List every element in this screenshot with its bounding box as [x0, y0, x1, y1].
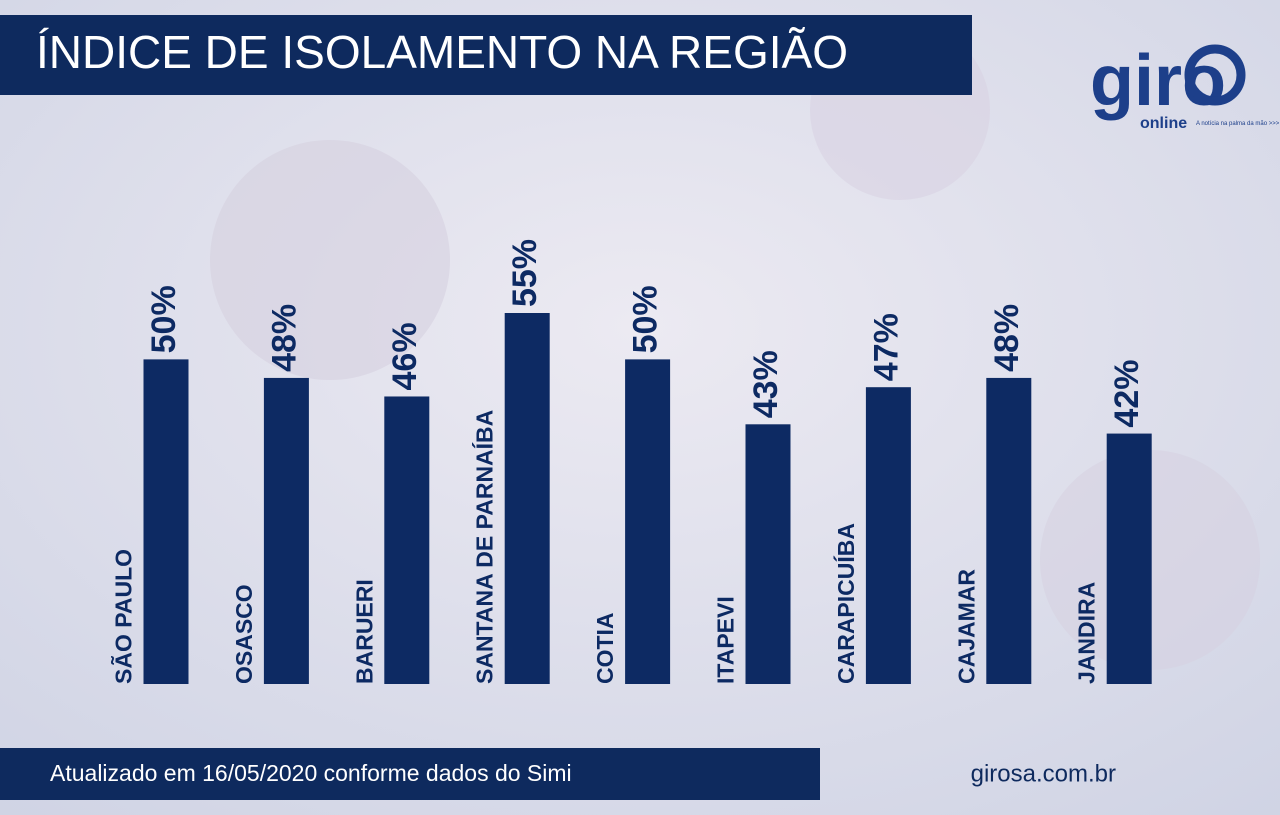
bar — [263, 377, 309, 684]
logo-tagline: A notícia na palma da mão >>> — [1196, 121, 1280, 127]
logo-ring — [1184, 44, 1246, 106]
chart-title: ÍNDICE DE ISOLAMENTO NA REGIÃO — [36, 26, 848, 78]
category-label: CARAPICUÍBA — [832, 523, 859, 684]
value-label: 43% — [747, 350, 785, 418]
decor — [210, 140, 450, 380]
category-label: OSASCO — [231, 584, 257, 684]
value-label: 46% — [386, 322, 424, 390]
category-label: CAJAMAR — [953, 569, 979, 684]
title-box — [0, 15, 972, 95]
note: Atualizado em 16/05/2020 conforme dados … — [50, 760, 572, 786]
logo-sub: online — [1140, 115, 1187, 132]
category-label: BARUERI — [351, 579, 377, 684]
bar — [504, 313, 550, 684]
value-label: 50% — [145, 285, 183, 353]
bar — [384, 396, 430, 684]
bar — [1106, 433, 1152, 684]
bar — [745, 424, 791, 684]
value-label: 48% — [265, 304, 303, 372]
value-label: 50% — [627, 285, 665, 353]
value-label: 42% — [1108, 360, 1146, 428]
category-label: JANDIRA — [1074, 582, 1100, 684]
bar — [865, 387, 911, 684]
value-label: 47% — [867, 313, 905, 381]
category-label: ITAPEVI — [713, 596, 739, 684]
category-label: SANTANA DE PARNAÍBA — [471, 410, 498, 684]
value-label: 48% — [988, 304, 1026, 372]
bar — [143, 359, 189, 684]
website: girosa.com.br — [971, 760, 1116, 787]
bar — [986, 377, 1032, 684]
category-label: COTIA — [592, 612, 618, 684]
note-box — [0, 748, 820, 800]
bar — [625, 359, 671, 684]
category-label: SÃO PAULO — [110, 549, 137, 684]
value-label: 55% — [506, 239, 544, 307]
